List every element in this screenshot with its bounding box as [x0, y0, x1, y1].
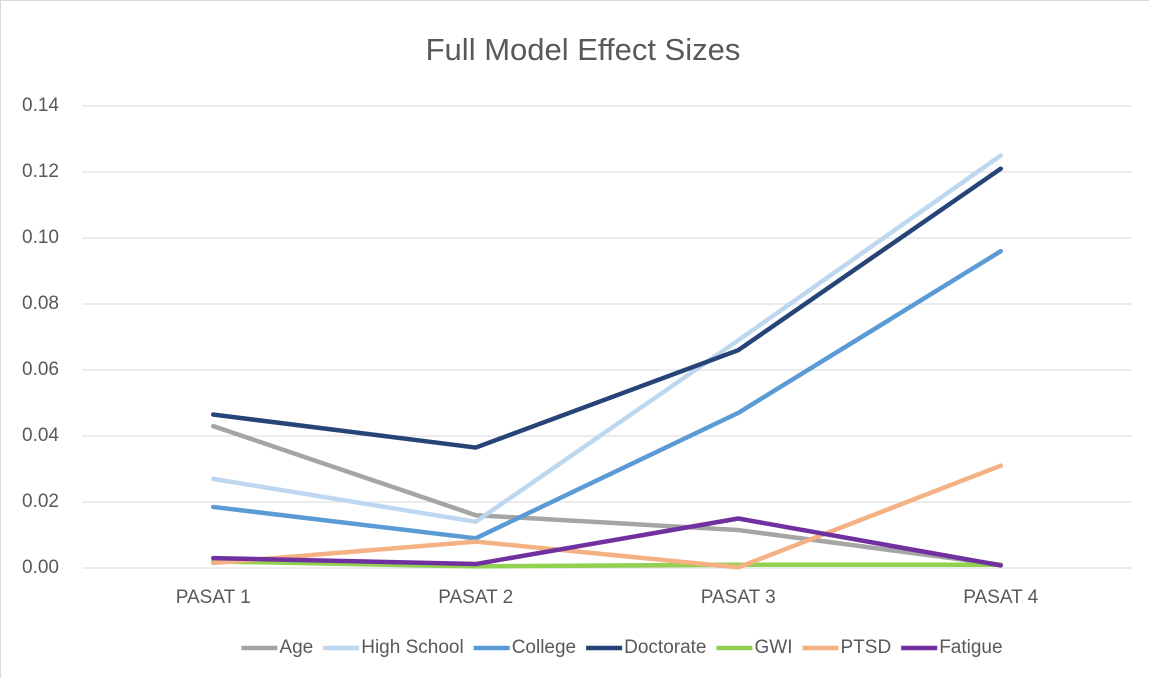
series-line [211, 423, 1003, 567]
legend-label: College [512, 637, 576, 658]
y-tick-label: 0.04 [22, 425, 59, 446]
y-tick-label: 0.00 [22, 557, 59, 578]
x-tick-label: PASAT 3 [701, 587, 776, 608]
legend-label: PTSD [841, 637, 892, 658]
series-line [211, 516, 1003, 568]
series-line [211, 463, 1003, 570]
y-tick-label: 0.14 [22, 95, 59, 116]
legend-label: GWI [755, 637, 793, 658]
y-tick-label: 0.08 [22, 293, 59, 314]
y-tick-label: 0.10 [22, 227, 59, 248]
series-line [211, 248, 1003, 541]
legend-label: Age [279, 637, 313, 658]
chart-title: Full Model Effect Sizes [426, 32, 741, 67]
y-tick-label: 0.12 [22, 161, 59, 182]
series-line [211, 559, 1003, 569]
y-tick-label: 0.02 [22, 491, 59, 512]
series-line [211, 153, 1003, 525]
y-tick-label: 0.06 [22, 359, 59, 380]
x-tick-label: PASAT 1 [176, 587, 251, 608]
x-tick-label: PASAT 4 [963, 587, 1038, 608]
legend-label: High School [361, 637, 463, 658]
series-line [211, 166, 1003, 450]
legend-label: Doctorate [624, 637, 706, 658]
legend-label: Fatigue [939, 637, 1002, 658]
x-tick-label: PASAT 2 [438, 587, 513, 608]
